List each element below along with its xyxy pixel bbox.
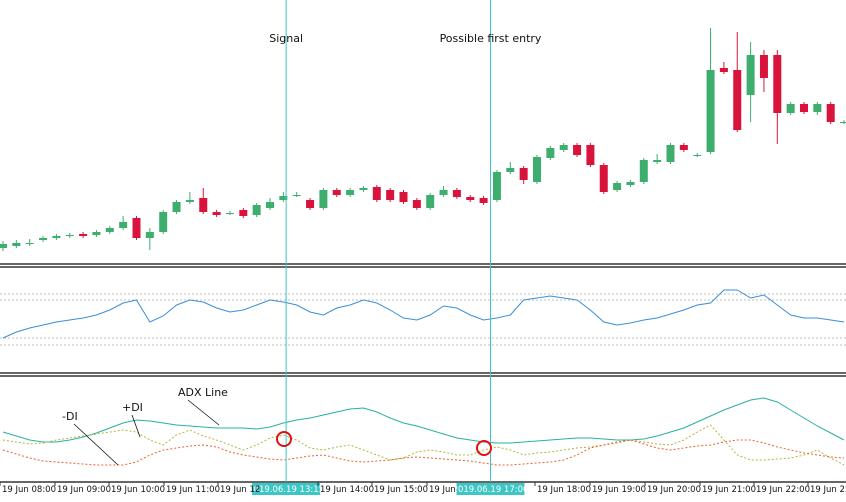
candle-body xyxy=(773,55,782,113)
candle-body xyxy=(693,155,702,156)
candle-body xyxy=(212,212,221,215)
candle-body xyxy=(145,232,154,238)
candle-body xyxy=(426,195,435,208)
candle-body xyxy=(92,232,101,235)
candle-body xyxy=(386,190,395,200)
time-highlight xyxy=(252,483,321,495)
candle-body xyxy=(506,168,515,172)
x-tick-label: 19 Jun 08:00 xyxy=(2,485,56,495)
candle-body xyxy=(613,183,622,190)
candle-body xyxy=(759,55,768,78)
x-tick-label: 19 Jun 09:00 xyxy=(57,485,111,495)
x-tick-label: 19 Jun 10:00 xyxy=(111,485,165,495)
candle-body xyxy=(252,205,261,215)
candle-body xyxy=(225,213,234,214)
candle-body xyxy=(412,200,421,208)
candle-body xyxy=(719,68,728,72)
candle-body xyxy=(492,172,501,200)
candle-body xyxy=(266,202,274,208)
candle-body xyxy=(52,236,61,238)
candle-body xyxy=(559,145,568,150)
candle-body xyxy=(840,122,846,123)
candle-body xyxy=(586,145,595,165)
candle-body xyxy=(132,218,141,238)
candle-body xyxy=(546,148,555,158)
oscillator-line xyxy=(2,289,845,339)
candle-body xyxy=(399,192,408,202)
candle-body xyxy=(0,244,7,248)
candle-body xyxy=(119,222,128,228)
candle-body xyxy=(292,195,301,196)
candle-body xyxy=(332,190,341,195)
x-tick-label: 19 Jun 20:00 xyxy=(647,485,701,495)
candle-body xyxy=(306,200,315,208)
candle-body xyxy=(666,145,675,162)
annotation-pointer xyxy=(187,399,220,426)
highlight-circle xyxy=(476,440,492,456)
candle-body xyxy=(359,188,368,190)
candle-body xyxy=(679,145,688,150)
x-tick-label: 19 Jun 23:00 xyxy=(810,485,846,495)
candle-body xyxy=(813,104,822,112)
candle-body xyxy=(172,202,181,212)
marker-label: Possible first entry xyxy=(440,32,542,45)
candle-body xyxy=(786,104,795,113)
candle-body xyxy=(826,104,835,122)
candle-body xyxy=(746,55,755,95)
indicator-line xyxy=(2,397,845,444)
separators xyxy=(0,263,846,483)
series-annotation: ADX Line xyxy=(178,386,228,399)
candle-body xyxy=(79,234,88,236)
candle-body xyxy=(599,165,608,192)
candle-body xyxy=(12,243,21,246)
x-tick-label: 19 Jun 18:00 xyxy=(537,485,591,495)
time-highlight-label: 2019.06.19 17:00 xyxy=(453,485,529,495)
marker-label: Signal xyxy=(269,32,303,45)
candle-body xyxy=(626,182,635,185)
candle-body xyxy=(439,190,448,195)
time-highlight-label: 2019.06.19 13:15 xyxy=(248,485,324,495)
x-tick-label: 19 Jun xyxy=(429,485,456,495)
candle-body xyxy=(346,190,355,195)
candle-body xyxy=(452,190,461,197)
x-tick-label: 19 Jun 12 xyxy=(220,485,260,495)
candle-body xyxy=(319,190,328,208)
indicator-line xyxy=(2,424,845,466)
candle-body xyxy=(65,235,74,236)
annotation-pointer xyxy=(131,414,141,438)
candle-body xyxy=(639,160,648,182)
candle-body xyxy=(800,104,808,112)
x-tick-label: 19 Jun 22:00 xyxy=(756,485,810,495)
candle-body xyxy=(706,70,715,152)
x-tick-label: 19 Jun 15:00 xyxy=(374,485,428,495)
series-annotation: -DI xyxy=(62,410,78,423)
x-tick-label: 19 Jun 19:00 xyxy=(592,485,646,495)
candle-body xyxy=(466,197,475,200)
candle-body xyxy=(279,196,288,200)
annotation-pointer xyxy=(73,423,119,466)
x-tick-label: 19 Jun 14:00 xyxy=(320,485,374,495)
candle-body xyxy=(479,198,488,203)
candle-body xyxy=(239,210,248,216)
candle-body xyxy=(372,187,381,200)
candle-body xyxy=(519,168,528,180)
series-annotation: +DI xyxy=(122,401,143,414)
x-tick-label: 19 Jun 11:00 xyxy=(166,485,220,495)
candle-body xyxy=(185,200,194,202)
candle-body xyxy=(573,145,582,155)
indicator-line xyxy=(2,439,845,466)
candle-body xyxy=(199,198,208,212)
candle-body xyxy=(733,70,742,130)
candle-body xyxy=(533,157,541,182)
candle-body xyxy=(653,160,662,162)
highlight-circle xyxy=(276,431,292,447)
candle-body xyxy=(105,228,114,232)
candle-body xyxy=(25,243,34,244)
candle-body xyxy=(159,212,168,232)
time-highlight xyxy=(456,483,525,495)
x-tick-label: 19 Jun 21:00 xyxy=(702,485,756,495)
candle-body xyxy=(39,238,48,240)
